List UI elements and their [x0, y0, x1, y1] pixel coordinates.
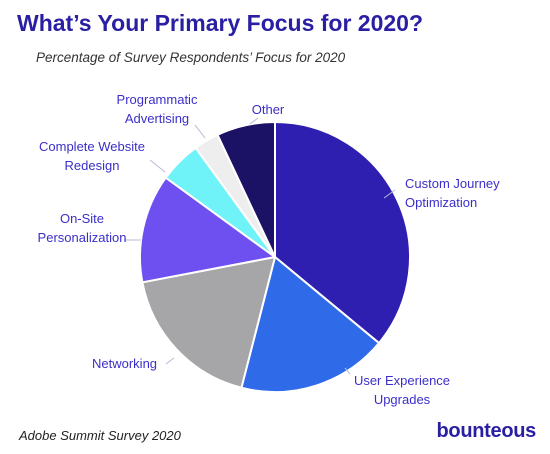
slice-label-6: Programmatic Advertising — [117, 92, 198, 126]
slice-label-line: Networking — [92, 356, 157, 371]
pie-slice-2 — [240, 256, 381, 393]
leader-line-7 — [249, 117, 259, 125]
slice-label-5: Complete Website Redesign — [39, 139, 145, 173]
leader-line-5 — [149, 159, 166, 173]
slice-label-2: User Experience Upgrades — [354, 373, 450, 407]
leader-lines — [124, 117, 396, 375]
slice-label-line: User Experience — [354, 373, 450, 388]
pie-slice-1 — [274, 121, 411, 345]
slice-label-line: Custom Journey — [405, 176, 500, 191]
slice-label-line: Redesign — [65, 158, 120, 173]
chart-subtitle: Percentage of Survey Respondents’ Focus … — [36, 50, 346, 65]
pie-slice-3 — [141, 256, 276, 389]
slice-label-line: Optimization — [405, 195, 477, 210]
slice-label-line: Programmatic — [117, 92, 198, 107]
slice-label-4: On-Site Personalization — [38, 211, 127, 245]
slice-label-3: Networking — [92, 356, 157, 371]
slice-label-line: Other — [252, 102, 285, 117]
leader-line-6 — [194, 124, 206, 139]
slice-label-line: On-Site — [60, 211, 104, 226]
pie-slices — [139, 121, 411, 393]
leader-line-3 — [165, 357, 175, 365]
slice-label-line: Advertising — [125, 111, 189, 126]
pie-slice-7 — [216, 121, 276, 258]
chart-title: What’s Your Primary Focus for 2020? — [17, 10, 424, 36]
leader-line-2 — [344, 367, 351, 375]
slice-labels: Custom Journey Optimization User Experienc… — [38, 92, 501, 407]
slice-label-7: Other — [252, 102, 285, 117]
pie-slice-4 — [139, 176, 276, 284]
slice-label-line: Personalization — [38, 230, 127, 245]
slice-label-line: Upgrades — [374, 392, 431, 407]
leader-line-1 — [383, 189, 396, 199]
source-note: Adobe Summit Survey 2020 — [19, 428, 181, 443]
slice-label-line: Complete Website — [39, 139, 145, 154]
slice-label-1: Custom Journey Optimization — [405, 176, 500, 210]
brand-logo: bounteous — [436, 420, 536, 442]
